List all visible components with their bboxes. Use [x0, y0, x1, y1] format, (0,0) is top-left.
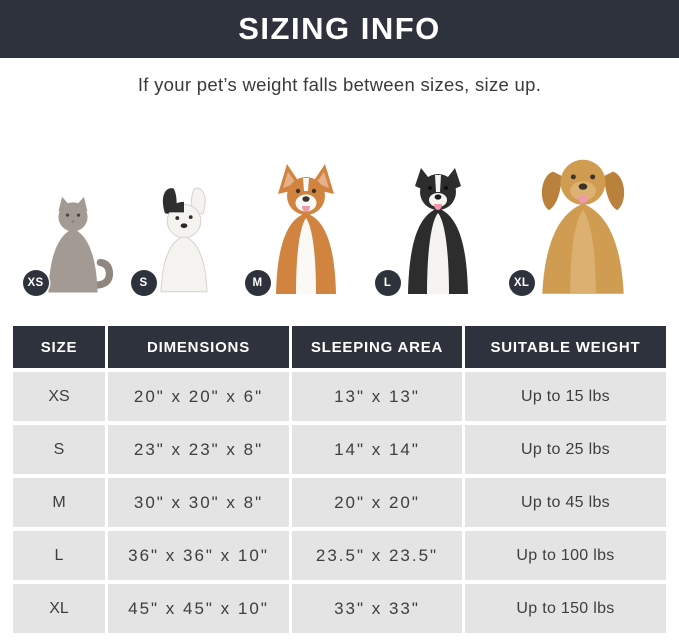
size-cell: S [13, 425, 108, 474]
table-row-l: L 36" x 36" x 10" 23.5" x 23.5" Up to 10… [13, 531, 666, 580]
sizing-table: SIZE DIMENSIONS SLEEPING AREA SUITABLE W… [13, 326, 666, 633]
size-cell: M [13, 478, 108, 527]
size-badge-xl: XL [508, 270, 535, 296]
size-badge-l: L [374, 270, 401, 296]
suitable-weight-cell: Up to 100 lbs [465, 531, 666, 580]
size-badge-m: M [244, 270, 271, 296]
suitable-weight-cell: Up to 25 lbs [465, 425, 666, 474]
table-row-xl: XL 45" x 45" x 10" 33" x 33" Up to 150 l… [13, 584, 666, 633]
size-cell: XS [13, 372, 108, 421]
cat-illustration [47, 196, 113, 293]
size-badge-xs: XS [22, 270, 49, 296]
size-cell: XL [13, 584, 108, 633]
size-cell: L [13, 531, 108, 580]
col-header-size: SIZE [13, 326, 108, 368]
border-collie-illustration [407, 168, 468, 294]
col-header-sleeping-area: SLEEPING AREA [292, 326, 465, 368]
sleeping-area-cell: 20" x 20" [292, 478, 465, 527]
sizing-info-banner: SIZING INFO [0, 0, 679, 58]
size-up-note: If your pet’s weight falls between sizes… [137, 74, 542, 95]
table-header-row: SIZE DIMENSIONS SLEEPING AREA SUITABLE W… [13, 326, 666, 368]
corgi-illustration [275, 164, 336, 294]
table-row-m: M 30" x 30" x 8" 20" x 20" Up to 45 lbs [13, 478, 666, 527]
dimensions-cell: 23" x 23" x 8" [108, 425, 292, 474]
pet-example-l: L [374, 166, 492, 298]
pet-example-m: M [244, 162, 358, 298]
table-row-s: S 23" x 23" x 8" 14" x 14" Up to 25 lbs [13, 425, 666, 474]
dimensions-cell: 20" x 20" x 6" [108, 372, 292, 421]
table-row-xs: XS 20" x 20" x 6" 13" x 13" Up to 15 lbs [13, 372, 666, 421]
golden-retriever-illustration [541, 159, 624, 294]
col-header-suitable-weight: SUITABLE WEIGHT [465, 326, 666, 368]
dimensions-cell: 36" x 36" x 10" [108, 531, 292, 580]
pet-example-s: S [130, 186, 228, 298]
col-header-dimensions: DIMENSIONS [108, 326, 292, 368]
dimensions-cell: 45" x 45" x 10" [108, 584, 292, 633]
sleeping-area-cell: 14" x 14" [292, 425, 465, 474]
pet-size-examples: XS S [0, 100, 679, 300]
sleeping-area-cell: 13" x 13" [292, 372, 465, 421]
size-badge-s: S [130, 270, 157, 296]
french-bulldog-illustration [160, 187, 207, 293]
page-title: SIZING INFO [238, 11, 441, 46]
pet-example-xs: XS [22, 196, 114, 298]
dimensions-cell: 30" x 30" x 8" [108, 478, 292, 527]
suitable-weight-cell: Up to 150 lbs [465, 584, 666, 633]
suitable-weight-cell: Up to 15 lbs [465, 372, 666, 421]
sleeping-area-cell: 23.5" x 23.5" [292, 531, 465, 580]
sleeping-area-cell: 33" x 33" [292, 584, 465, 633]
suitable-weight-cell: Up to 45 lbs [465, 478, 666, 527]
pet-example-xl: XL [508, 148, 648, 298]
